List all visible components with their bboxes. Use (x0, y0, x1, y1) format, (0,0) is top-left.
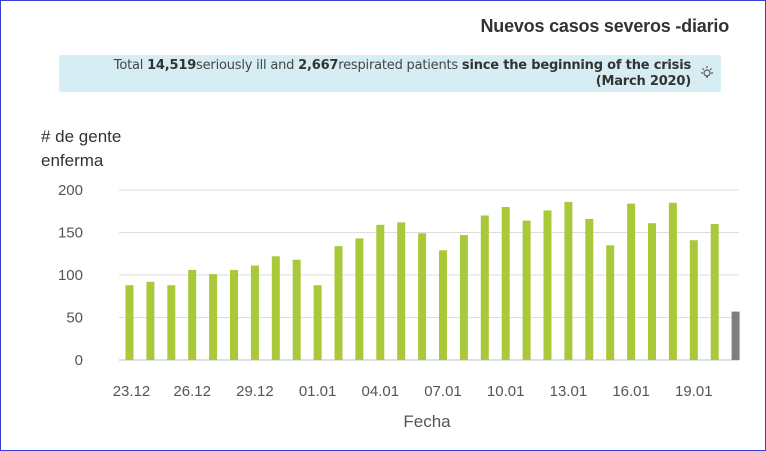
respirated-count: 2,667 (298, 58, 339, 73)
totals-banner: Total 14,519seriously ill and 2,667respi… (59, 55, 721, 92)
x-tick-label: 16.01 (612, 383, 650, 400)
chart-title: Nuevos casos severos -diario (480, 16, 729, 36)
bar-19.01 (689, 240, 698, 360)
y-tick-label: 50 (66, 310, 83, 327)
bar-14.01 (585, 218, 594, 360)
x-tick-label: 26.12 (173, 383, 211, 400)
x-tick-label: 29.12 (236, 383, 274, 400)
bar-06.01 (418, 233, 427, 360)
bar-25.12 (167, 285, 176, 360)
y-axis-label-line2: enferma (41, 151, 104, 170)
x-tick-label: 19.01 (675, 383, 713, 400)
bar-12.01 (543, 210, 552, 360)
gridlines (119, 189, 739, 361)
bar-15.01 (606, 245, 615, 361)
y-tick-label: 150 (58, 225, 83, 242)
bar-31.12 (292, 259, 301, 360)
y-tick-label: 100 (58, 267, 83, 284)
bar-03.01 (355, 238, 364, 360)
bar-27.12 (209, 274, 218, 360)
bar-10.01 (501, 207, 510, 360)
bars (125, 201, 740, 361)
bar-16.01 (627, 203, 636, 360)
y-tick-label: 200 (58, 182, 83, 199)
bar-23.12 (125, 285, 134, 360)
y-tick-label: 0 (75, 352, 83, 369)
bar-02.01 (334, 246, 343, 360)
banner-prefix: Total (113, 58, 148, 73)
bar-05.01 (397, 222, 406, 360)
bar-29.12 (250, 265, 259, 360)
x-tick-label: 23.12 (113, 383, 151, 400)
ill-text: seriously ill and (196, 58, 299, 73)
bar-26.12 (188, 269, 197, 360)
respirated-text: respirated patients (338, 58, 462, 73)
since-text: since the beginning of the crisis (461, 58, 691, 73)
x-tick-label: 01.01 (299, 383, 337, 400)
bar-08.01 (459, 235, 468, 360)
y-tick-labels: 0 50 100 150 200 (58, 182, 83, 369)
bar-18.01 (668, 202, 677, 361)
bar-04.01 (376, 224, 385, 360)
bar-21.01 (731, 311, 740, 360)
bar-01.01 (313, 285, 322, 360)
bar-24.12 (146, 281, 155, 360)
y-axis-label-line1: # de gente (41, 127, 122, 146)
x-tick-label: 13.01 (550, 383, 588, 400)
x-axis-label: Fecha (403, 412, 451, 431)
x-tick-label: 07.01 (424, 383, 462, 400)
lightbulb-icon (701, 66, 713, 78)
bar-17.01 (648, 223, 656, 360)
x-tick-label: 04.01 (362, 383, 400, 400)
bar-13.01 (564, 201, 573, 360)
since-date: (March 2020) (595, 74, 691, 89)
banner-text: Total 14,519seriously ill and 2,667respi… (114, 58, 691, 90)
x-tick-labels: 23.12 26.12 29.12 01.01 04.01 07.01 10.01 13.01… (113, 383, 713, 400)
bar-09.01 (480, 215, 489, 360)
bar-11.01 (522, 220, 531, 360)
y-axis-label: # de gente enferma (41, 125, 121, 173)
bar-30.12 (271, 256, 280, 360)
bar-20.01 (710, 224, 719, 360)
x-tick-label: 10.01 (487, 383, 525, 400)
bar-28.12 (230, 269, 238, 360)
bar-07.01 (439, 250, 447, 360)
ill-count: 14,519 (147, 58, 197, 73)
